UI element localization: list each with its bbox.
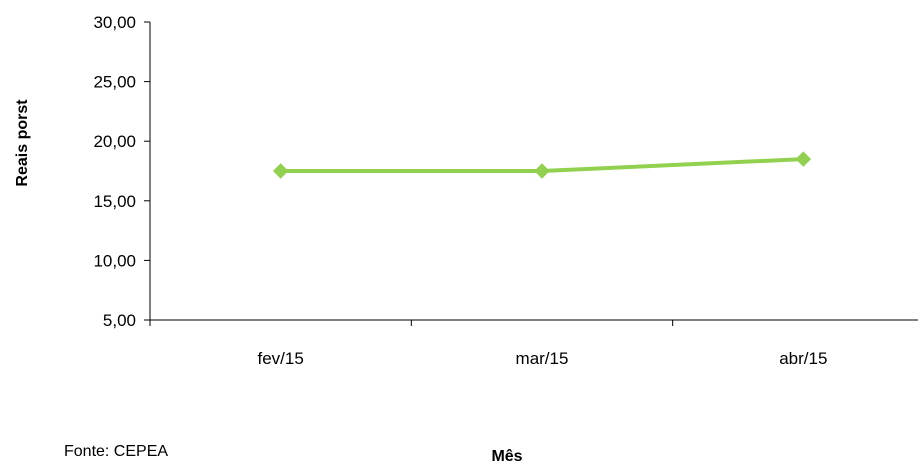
data-point-marker <box>795 151 812 167</box>
y-tick-label: 5,00 <box>103 311 136 330</box>
y-tick-label: 25,00 <box>93 73 136 92</box>
y-axis-title: Reais porst <box>14 99 31 187</box>
y-tick-label: 30,00 <box>93 13 136 32</box>
y-tick-label: 10,00 <box>93 251 136 270</box>
x-tick-label: fev/15 <box>258 349 304 368</box>
data-point-marker <box>272 163 289 179</box>
x-tick-label: mar/15 <box>516 349 569 368</box>
x-axis-ticks: fev/15 mar/15 abr/15 <box>149 320 827 368</box>
source-note: Fonte: CEPEA <box>64 443 168 460</box>
chart-axes <box>149 22 918 321</box>
y-tick-label: 20,00 <box>93 132 136 151</box>
x-axis-title: Mês <box>491 448 522 465</box>
y-axis-ticks: 5,00 10,00 15,00 20,00 25,00 30,00 <box>93 13 150 330</box>
x-tick-label: abr/15 <box>779 349 827 368</box>
series-group <box>272 151 812 179</box>
data-point-marker <box>534 163 550 179</box>
y-tick-label: 15,00 <box>93 192 136 211</box>
